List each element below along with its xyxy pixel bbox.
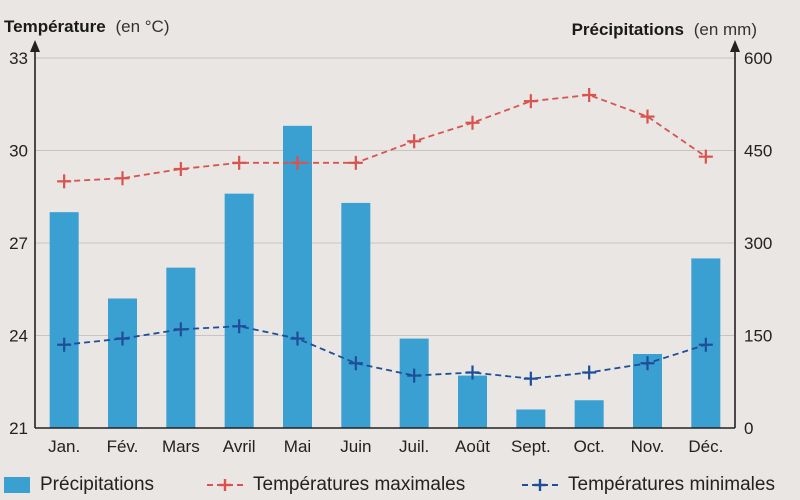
point-min-4 [290,331,305,346]
x-tick-label-1: Fév. [107,437,139,456]
x-tick-label-3: Avril [223,437,256,456]
legend-line-max [207,479,243,491]
point-min-8 [523,371,538,386]
bar-2 [166,267,196,428]
left-tick-label-1: 24 [9,327,28,346]
chart-canvas: Température (en °C) Précipitations (en m… [4,17,772,456]
left-axis-title-bold: Température [4,17,106,36]
point-max-11 [698,149,713,164]
grid-lines [35,57,735,336]
bar-5 [341,202,371,428]
axes: 21 24 27 30 33 0 150 300 450 600 Jan. Fév. Mars Avril… [9,40,772,456]
right-tick-label-3: 450 [744,142,772,161]
left-axis-title-unit: (en °C) [115,17,169,36]
left-tick-label-4: 33 [9,49,28,68]
legend-label-min: Températures minimales [568,474,775,495]
point-min-9 [582,365,597,380]
right-axis-title-unit: (en mm) [694,20,757,39]
right-axis-arrow [730,40,740,52]
x-tick-label-11: Déc. [688,437,723,456]
line-max [64,94,707,183]
point-max-0 [57,174,72,189]
point-max-6 [407,134,422,149]
point-min-2 [173,322,188,337]
point-min-3 [232,319,247,334]
legend: Précipitations Températures maximales Te… [0,470,800,500]
legend-line-min [522,479,558,491]
left-axis-title: Température (en °C) [4,17,169,36]
point-max-7 [465,115,480,130]
point-max-8 [523,94,538,109]
point-min-10 [640,356,655,371]
legend-label-precipitations: Précipitations [40,474,155,495]
bar-6 [399,338,429,428]
point-max-5 [348,155,363,170]
right-tick-label-0: 0 [744,419,753,438]
bar-7 [458,375,487,428]
bar-1 [108,298,137,428]
left-tick-label-3: 30 [9,142,28,161]
x-tick-label-8: Sept. [511,437,551,456]
bar-0 [49,212,79,428]
x-tick-label-9: Oct. [574,437,605,456]
point-min-7 [465,365,480,380]
legend-item-min: Températures minimales [520,474,775,496]
point-min-1 [115,331,130,346]
point-min-6 [407,368,422,383]
bar-4 [283,125,312,428]
point-min-5 [348,356,363,371]
x-tick-label-10: Nov. [631,437,665,456]
bar-3 [224,193,254,428]
x-tick-label-6: Juil. [399,437,429,456]
point-max-9 [582,88,597,102]
right-axis-title: Précipitations (en mm) [572,20,757,39]
legend-item-precipitations: Précipitations [4,474,154,496]
right-tick-label-1: 150 [744,327,772,346]
x-tick-label-2: Mars [162,437,200,456]
temperature-lines [57,88,713,386]
point-max-10 [640,109,655,124]
x-tick-label-0: Jan. [48,437,80,456]
right-tick-label-4: 600 [744,49,772,68]
legend-item-max: Températures maximales [205,474,465,496]
left-tick-label-0: 21 [9,419,28,438]
point-max-1 [115,171,130,186]
bar-8 [516,409,546,428]
point-max-3 [232,155,247,170]
right-tick-label-2: 300 [744,234,772,253]
line-min [64,325,707,380]
legend-swatch-precipitations [4,477,30,493]
point-min-0 [57,337,72,352]
point-min-11 [698,337,713,352]
legend-label-max: Températures maximales [253,474,466,495]
bar-9 [574,400,604,428]
x-tick-label-5: Juin [340,437,371,456]
point-max-4 [290,155,305,170]
x-tick-label-4: Mai [284,437,311,456]
left-axis-arrow [30,40,40,52]
point-max-2 [173,162,188,176]
right-axis-title-bold: Précipitations [572,20,684,39]
precipitation-bars [49,125,721,428]
x-tick-label-7: Août [455,437,490,456]
left-tick-label-2: 27 [9,234,28,253]
